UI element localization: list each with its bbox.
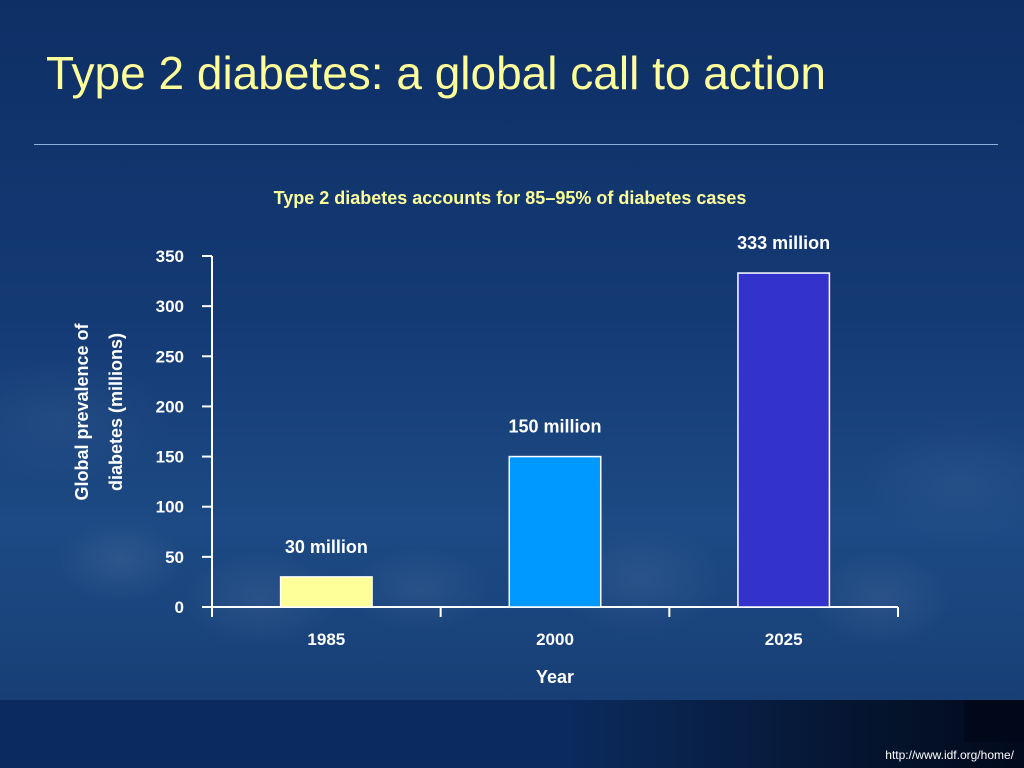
- bar-chart: 0 50 100 150 200 250 300 350 1985 30 million 2000 1…: [72, 233, 899, 687]
- y-tick-label: 150: [156, 448, 184, 467]
- y-axis-title: diabetes (millions): [106, 333, 126, 491]
- data-label-2000: 150 million: [508, 417, 601, 437]
- footer-band: [0, 700, 1024, 768]
- y-tick-label: 350: [156, 247, 184, 266]
- chart-title: Type 2 diabetes accounts for 85–95% of d…: [273, 188, 747, 208]
- y-axis-title: Global prevalence of: [72, 322, 92, 500]
- bar-1985: [279, 576, 373, 608]
- y-tick-label: 0: [175, 598, 184, 617]
- x-tick-label: 1985: [307, 630, 345, 649]
- x-tick-label: 2000: [536, 630, 574, 649]
- x-axis-title: Year: [536, 667, 574, 687]
- y-tick-label: 50: [165, 548, 184, 567]
- bar-2025: [737, 272, 831, 608]
- y-tick-label: 300: [156, 297, 184, 316]
- y-tick-label: 100: [156, 498, 184, 517]
- slide-title: Type 2 diabetes: a global call to action: [46, 47, 826, 99]
- bar-2000: [508, 455, 602, 608]
- data-label-2025: 333 million: [737, 233, 830, 253]
- footer-corner: [964, 700, 1024, 742]
- y-tick-label: 200: [156, 397, 184, 416]
- x-tick-label: 2025: [765, 630, 803, 649]
- title-divider: [34, 144, 998, 145]
- data-label-1985: 30 million: [285, 537, 368, 557]
- source-link[interactable]: http://www.idf.org/home/: [885, 748, 1014, 762]
- y-tick-label: 250: [156, 347, 184, 366]
